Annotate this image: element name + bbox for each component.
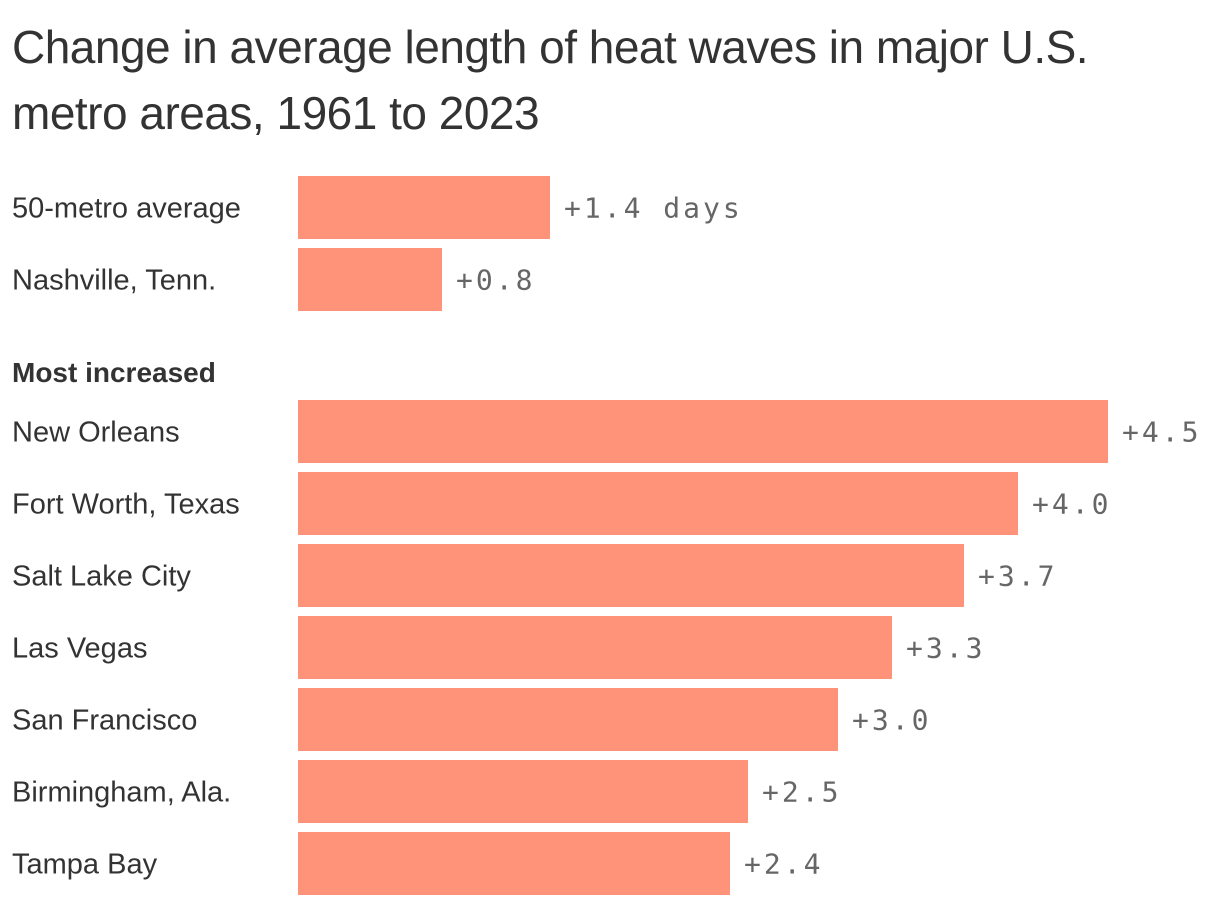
chart-title: Change in average length of heat waves i… — [12, 21, 1089, 139]
bar — [298, 176, 550, 239]
bar — [298, 832, 730, 895]
category-label: Birmingham, Ala. — [12, 777, 231, 809]
value-label: +0.8 — [456, 264, 535, 297]
value-label: +3.3 — [906, 632, 985, 665]
bar — [298, 400, 1108, 463]
bar — [298, 688, 838, 751]
bar — [298, 760, 748, 823]
category-label: San Francisco — [12, 705, 197, 737]
category-label: Fort Worth, Texas — [12, 489, 240, 521]
group-heading: Most increased — [12, 357, 216, 388]
category-label: Nashville, Tenn. — [12, 265, 216, 297]
value-label: +3.0 — [852, 704, 931, 737]
value-label: +4.5 — [1122, 416, 1201, 449]
category-label: Salt Lake City — [12, 561, 191, 593]
category-label: 50-metro average — [12, 193, 241, 225]
bar — [298, 248, 442, 311]
value-label: +1.4 days — [564, 192, 743, 225]
bar — [298, 472, 1018, 535]
value-label: +4.0 — [1032, 488, 1111, 521]
value-label: +2.5 — [762, 776, 841, 809]
value-label: +3.7 — [978, 560, 1057, 593]
bar — [298, 544, 964, 607]
bar — [298, 616, 892, 679]
category-label: New Orleans — [12, 417, 180, 449]
value-label: +2.4 — [744, 848, 823, 881]
category-label: Las Vegas — [12, 633, 147, 665]
category-label: Tampa Bay — [12, 849, 158, 881]
